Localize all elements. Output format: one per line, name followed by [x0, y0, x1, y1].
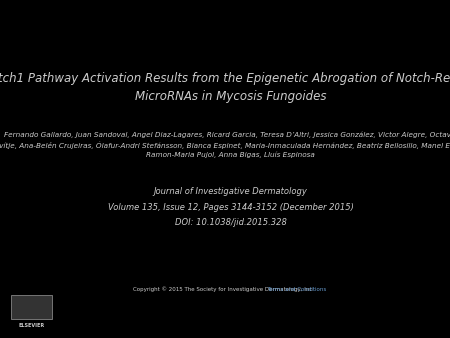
Text: Notch1 Pathway Activation Results from the Epigenetic Abrogation of Notch-Relate: Notch1 Pathway Activation Results from t…: [0, 72, 450, 103]
FancyBboxPatch shape: [11, 295, 52, 319]
Text: Terms and Conditions: Terms and Conditions: [267, 287, 327, 292]
Text: Volume 135, Issue 12, Pages 3144-3152 (December 2015): Volume 135, Issue 12, Pages 3144-3152 (D…: [108, 202, 354, 212]
Text: ELSEVIER: ELSEVIER: [18, 323, 45, 328]
Text: DOI: 10.1038/jid.2015.328: DOI: 10.1038/jid.2015.328: [175, 218, 287, 227]
Text: Copyright © 2015 The Society for Investigative Dermatology, Inc: Copyright © 2015 The Society for Investi…: [133, 286, 314, 292]
Text: Fernando Gallardo, Juan Sandoval, Angel Diaz-Lagares, Ricard Garcia, Teresa D’Al: Fernando Gallardo, Juan Sandoval, Angel …: [0, 131, 450, 158]
Text: Journal of Investigative Dermatology: Journal of Investigative Dermatology: [154, 187, 307, 196]
